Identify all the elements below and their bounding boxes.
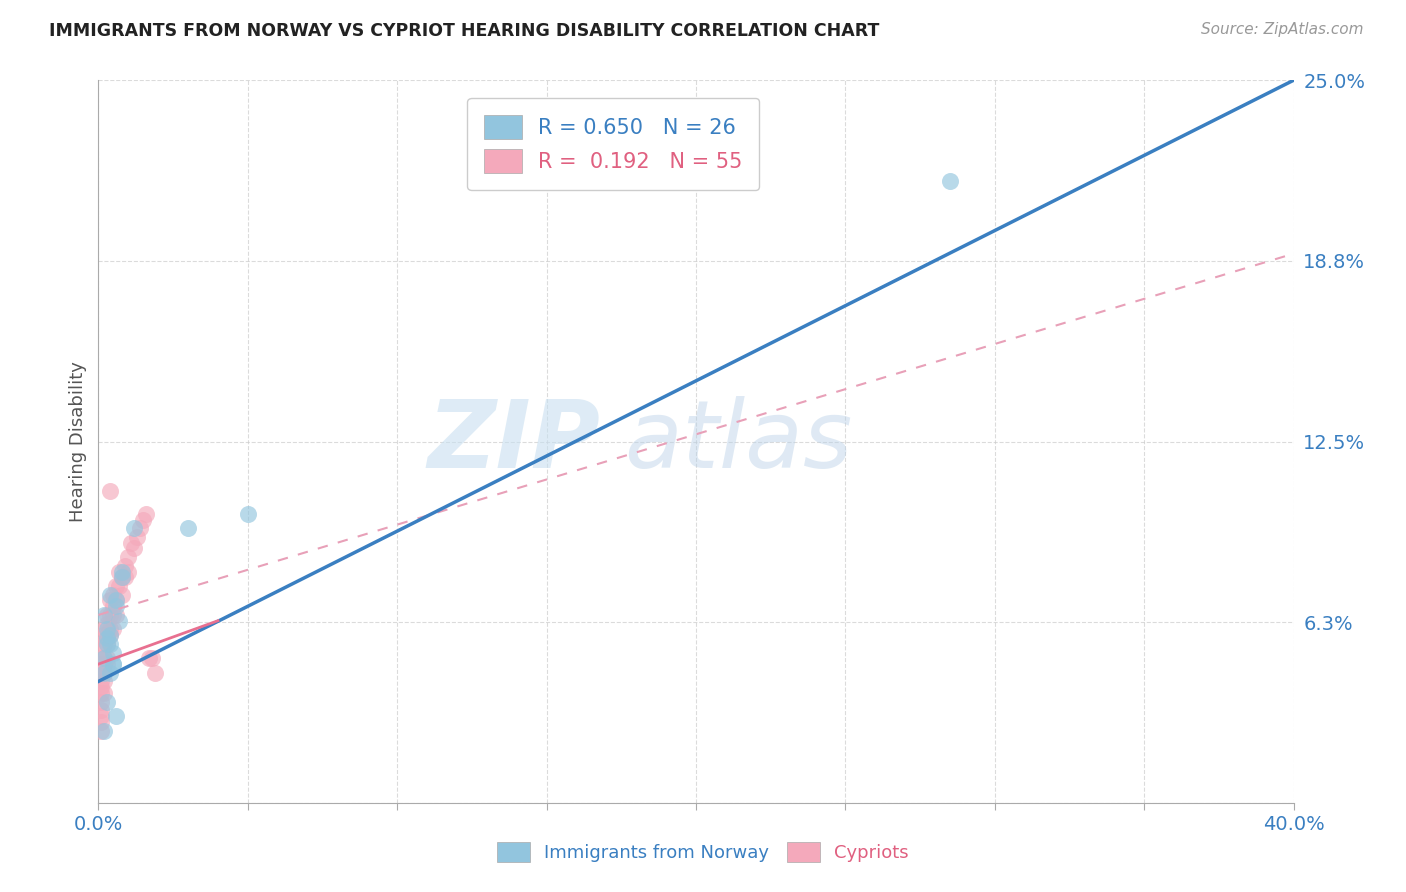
Point	[117, 565, 139, 579]
Point	[177, 521, 200, 535]
Point	[565, 174, 588, 188]
Point	[939, 174, 962, 188]
Point	[120, 535, 142, 549]
Point	[93, 623, 115, 637]
Point	[103, 599, 125, 614]
Point	[103, 657, 125, 671]
Point	[90, 651, 112, 665]
Point	[90, 703, 112, 717]
Point	[90, 674, 112, 689]
Point	[93, 686, 115, 700]
Point	[90, 723, 112, 738]
Point	[129, 521, 152, 535]
Point	[114, 558, 136, 573]
Point	[90, 637, 112, 651]
Text: atlas: atlas	[624, 396, 852, 487]
Text: Source: ZipAtlas.com: Source: ZipAtlas.com	[1201, 22, 1364, 37]
Point	[105, 593, 128, 607]
Legend: R = 0.650   N = 26, R =  0.192   N = 55: R = 0.650 N = 26, R = 0.192 N = 55	[467, 98, 759, 190]
Point	[103, 588, 125, 602]
Point	[96, 651, 118, 665]
Legend: Immigrants from Norway, Cypriots: Immigrants from Norway, Cypriots	[491, 834, 915, 870]
Point	[96, 607, 118, 622]
Point	[93, 665, 115, 680]
Point	[108, 614, 131, 628]
Point	[138, 651, 160, 665]
Point	[103, 607, 125, 622]
Point	[96, 631, 118, 645]
Point	[111, 565, 134, 579]
Point	[111, 588, 134, 602]
Point	[103, 623, 125, 637]
Point	[98, 593, 122, 607]
Point	[96, 623, 118, 637]
Point	[108, 579, 131, 593]
Point	[98, 665, 122, 680]
Point	[105, 607, 128, 622]
Point	[93, 665, 115, 680]
Point	[98, 628, 122, 642]
Point	[105, 599, 128, 614]
Point	[103, 646, 125, 660]
Point	[114, 570, 136, 584]
Point	[98, 483, 122, 498]
Point	[111, 570, 134, 584]
Point	[90, 686, 112, 700]
Point	[124, 521, 146, 535]
Point	[124, 541, 146, 556]
Point	[236, 507, 259, 521]
Point	[127, 530, 149, 544]
Point	[135, 507, 157, 521]
Point	[105, 579, 128, 593]
Point	[96, 628, 118, 642]
Point	[141, 651, 163, 665]
Point	[108, 565, 131, 579]
Point	[93, 657, 115, 671]
Point	[105, 593, 128, 607]
Point	[96, 657, 118, 671]
Point	[111, 570, 134, 584]
Point	[103, 657, 125, 671]
Point	[98, 628, 122, 642]
Point	[90, 709, 112, 723]
Text: IMMIGRANTS FROM NORWAY VS CYPRIOT HEARING DISABILITY CORRELATION CHART: IMMIGRANTS FROM NORWAY VS CYPRIOT HEARIN…	[49, 22, 880, 40]
Point	[143, 665, 166, 680]
Point	[98, 637, 122, 651]
Point	[96, 637, 118, 651]
Point	[105, 709, 128, 723]
Point	[93, 723, 115, 738]
Point	[117, 550, 139, 565]
Point	[90, 657, 112, 671]
Point	[90, 695, 112, 709]
Point	[93, 674, 115, 689]
Point	[93, 651, 115, 665]
Point	[98, 623, 122, 637]
Point	[93, 651, 115, 665]
Point	[93, 628, 115, 642]
Point	[93, 637, 115, 651]
Point	[132, 512, 155, 526]
Point	[90, 680, 112, 694]
Point	[98, 607, 122, 622]
Point	[90, 665, 112, 680]
Y-axis label: Hearing Disability: Hearing Disability	[69, 361, 87, 522]
Point	[90, 714, 112, 729]
Point	[93, 607, 115, 622]
Point	[96, 616, 118, 631]
Point	[96, 695, 118, 709]
Point	[98, 588, 122, 602]
Text: ZIP: ZIP	[427, 395, 600, 488]
Point	[96, 637, 118, 651]
